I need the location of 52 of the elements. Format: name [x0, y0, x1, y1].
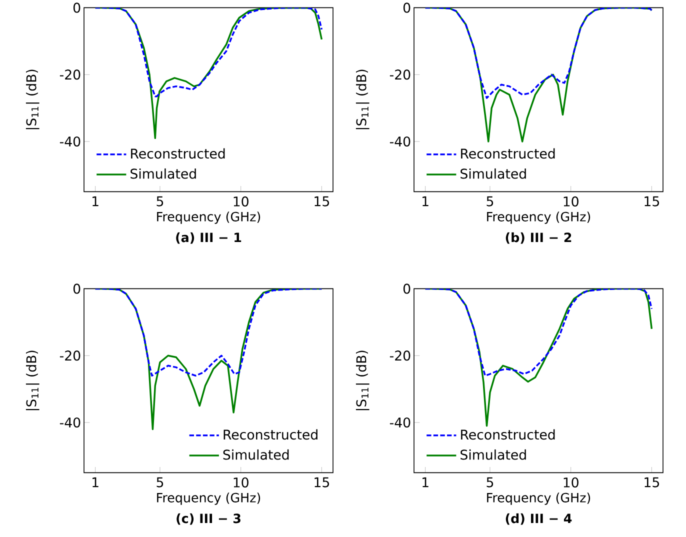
x-tick-label: 1: [422, 478, 428, 488]
legend-label: Simulated: [460, 450, 526, 460]
x-axis-title: Frequency (GHz): [487, 212, 590, 224]
text: (b) III − 2: [506, 232, 572, 244]
line-series: [94, 288, 323, 377]
x-tick-label: 10: [234, 478, 248, 488]
y-tick-label: 0: [73, 2, 80, 13]
x-tick-label: 10: [564, 196, 578, 207]
y-tick-label: -20: [390, 70, 410, 80]
legend-label: Simulated: [460, 168, 526, 179]
x-tick-label: 15: [314, 478, 329, 488]
legend-label: Simulated: [130, 168, 196, 179]
x-tick-label: 1: [92, 196, 98, 206]
y-tick-label: -20: [390, 350, 410, 361]
legend-label: Reconstructed: [461, 429, 555, 440]
y-axis-title: |S$_{11}$| (dB): [356, 350, 370, 410]
legend-label: Reconstructed: [461, 148, 555, 159]
y-tick-label: 0: [73, 284, 80, 294]
y-axis-title: |S$_{11}$| (dB): [356, 70, 370, 130]
y-axis-title: |S$_{11}$| (dB): [26, 70, 40, 130]
y-tick-label: 0: [403, 2, 410, 13]
text: (c) III − 3: [176, 514, 240, 525]
text: (d) III − 4: [506, 514, 572, 525]
x-tick-label: 5: [156, 196, 164, 206]
x-tick-label: 5: [486, 478, 494, 488]
x-tick-label: 5: [486, 196, 494, 206]
y-tick-label: -20: [60, 350, 80, 361]
legend-label: Reconstructed: [224, 429, 318, 440]
line-series: [94, 8, 323, 98]
x-axis-title: Frequency (GHz): [157, 492, 260, 506]
x-tick-label: 15: [644, 478, 659, 488]
x-tick-label: 1: [422, 196, 428, 206]
legend-label: Simulated: [223, 450, 289, 460]
x-tick-label: 10: [234, 196, 248, 207]
legend-label: Reconstructed: [131, 148, 225, 159]
y-tick-label: -40: [60, 136, 80, 147]
text: (a) III − 1: [176, 232, 242, 244]
y-tick-label: -40: [390, 136, 410, 147]
y-axis-title: |S$_{11}$| (dB): [26, 350, 40, 410]
x-tick-label: 1: [92, 478, 98, 488]
y-tick-label: 0: [403, 284, 410, 294]
x-tick-label: 15: [644, 196, 659, 206]
y-tick-label: -40: [390, 418, 410, 428]
y-tick-label: -40: [60, 418, 80, 428]
line-series: [424, 288, 653, 377]
x-tick-label: 15: [314, 196, 329, 206]
x-axis-title: Frequency (GHz): [157, 212, 260, 224]
x-tick-label: 5: [156, 478, 164, 488]
y-tick-label: -20: [60, 70, 80, 80]
x-tick-label: 10: [564, 478, 578, 488]
line-series: [424, 8, 653, 100]
x-axis-title: Frequency (GHz): [487, 492, 590, 506]
